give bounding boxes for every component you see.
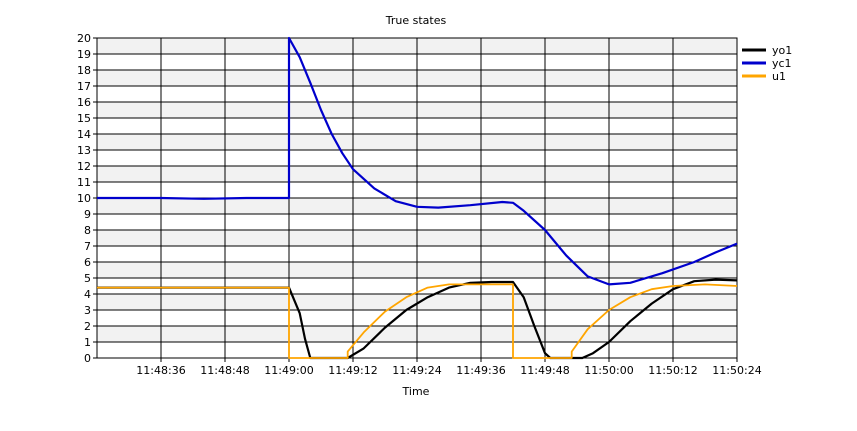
- x-tick-label: 11:49:00: [264, 364, 313, 377]
- x-tick-label: 11:50:12: [648, 364, 697, 377]
- y-tick-label: 17: [77, 80, 91, 93]
- y-tick-label: 14: [77, 128, 91, 141]
- x-tick-label: 11:50:00: [584, 364, 633, 377]
- y-tick-label: 5: [84, 272, 91, 285]
- series-line-yo1: [97, 278, 738, 360]
- y-tick-label: 4: [84, 288, 91, 301]
- series-line-yc1: [97, 36, 738, 286]
- y-tick-label: 3: [84, 304, 91, 317]
- y-tick-label: 7: [84, 240, 91, 253]
- y-tick-label: 1: [84, 336, 91, 349]
- x-tick-label: 11:49:48: [520, 364, 569, 377]
- legend-label-u1: u1: [772, 70, 786, 83]
- x-tick-label: 11:48:48: [200, 364, 249, 377]
- y-tick-label: 2: [84, 320, 91, 333]
- x-tick-label: 11:50:24: [712, 364, 761, 377]
- x-tick-label: 11:49:24: [392, 364, 441, 377]
- y-tick-label: 0: [84, 352, 91, 365]
- y-tick-label: 16: [77, 96, 91, 109]
- y-tick-label: 19: [77, 48, 91, 61]
- y-tick-label: 10: [77, 192, 91, 205]
- legend-label-yc1: yc1: [772, 57, 792, 70]
- y-tick-label: 15: [77, 112, 91, 125]
- x-axis-title: Time: [402, 385, 430, 398]
- y-tick-label: 20: [77, 32, 91, 45]
- x-tick-label: 11:49:36: [456, 364, 505, 377]
- chart-title: True states: [385, 14, 447, 27]
- y-tick-label: 12: [77, 160, 91, 173]
- plot-area: 0123456789101112131415161718192011:48:36…: [77, 32, 762, 377]
- y-tick-label: 13: [77, 144, 91, 157]
- series-line-u1: [97, 283, 738, 359]
- y-tick-label: 9: [84, 208, 91, 221]
- y-tick-label: 18: [77, 64, 91, 77]
- legend-label-yo1: yo1: [772, 44, 792, 57]
- y-tick-label: 6: [84, 256, 91, 269]
- y-tick-label: 8: [84, 224, 91, 237]
- x-tick-label: 11:48:36: [136, 364, 185, 377]
- x-tick-label: 11:49:12: [328, 364, 377, 377]
- y-tick-label: 11: [77, 176, 91, 189]
